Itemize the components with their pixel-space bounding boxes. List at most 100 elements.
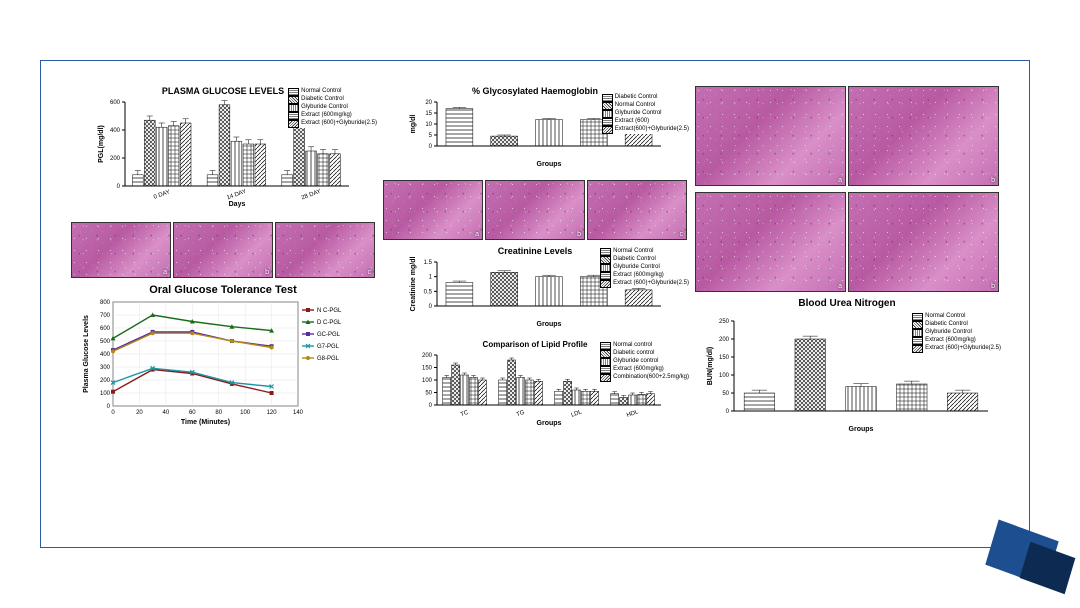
plasma-glucose-chart: PLASMA GLUCOSE LEVELS Normal ControlDiab… xyxy=(71,86,375,216)
histology-tile: b xyxy=(485,180,585,240)
svg-text:TG: TG xyxy=(516,410,526,419)
svg-text:TC: TC xyxy=(460,410,470,419)
svg-text:Creatinine mg/dl: Creatinine mg/dl xyxy=(410,257,417,312)
histology-tile: c xyxy=(275,222,375,278)
col1-histology-row: abc xyxy=(71,222,375,278)
histology-tile: b xyxy=(848,192,999,292)
svg-text:60: 60 xyxy=(189,410,196,416)
svg-text:BUN(mg/dl): BUN(mg/dl) xyxy=(707,347,714,386)
svg-text:15: 15 xyxy=(425,111,432,117)
svg-text:800: 800 xyxy=(100,300,111,306)
column-1: PLASMA GLUCOSE LEVELS Normal ControlDiab… xyxy=(71,86,375,522)
svg-text:LDL: LDL xyxy=(570,409,583,419)
creat-legend: Normal ControlDiabetic ControlGlyburide … xyxy=(600,248,689,288)
svg-text:N C-PGL: N C-PGL xyxy=(317,308,342,314)
svg-text:Groups: Groups xyxy=(849,426,874,433)
corner-decoration xyxy=(980,518,1070,588)
svg-text:0: 0 xyxy=(111,410,115,416)
svg-text:500: 500 xyxy=(100,339,111,345)
svg-text:100: 100 xyxy=(422,378,433,384)
svg-text:20: 20 xyxy=(425,100,432,106)
svg-text:400: 400 xyxy=(100,352,111,358)
svg-text:20: 20 xyxy=(136,410,143,416)
svg-text:50: 50 xyxy=(425,391,432,397)
ogtt-chart: Oral Glucose Tolerance Test 010020030040… xyxy=(71,284,375,522)
histology-tile: a xyxy=(695,192,846,292)
svg-text:140: 140 xyxy=(293,410,304,416)
svg-text:150: 150 xyxy=(422,366,433,372)
svg-text:0: 0 xyxy=(429,144,433,150)
bottom-right-histology: ab xyxy=(695,192,999,292)
creatinine-chart: Creatinine Levels Normal ControlDiabetic… xyxy=(383,246,687,334)
deco-shape-2 xyxy=(1020,542,1076,594)
svg-text:600: 600 xyxy=(110,100,121,106)
svg-text:80: 80 xyxy=(215,410,222,416)
svg-text:HDL: HDL xyxy=(626,409,640,419)
svg-text:600: 600 xyxy=(100,326,111,332)
svg-text:100: 100 xyxy=(719,373,730,379)
plasma-legend: Normal ControlDiabetic ControlGlyburide … xyxy=(288,88,377,128)
histology-tile: a xyxy=(695,86,846,186)
svg-text:D C-PGL: D C-PGL xyxy=(317,320,342,326)
svg-text:Days: Days xyxy=(229,201,246,208)
svg-text:200: 200 xyxy=(100,378,111,384)
ogtt-svg: 0 100 200 300 400 500 600 700 800 0 20 40 60 80 100 120… xyxy=(71,296,375,426)
svg-text:400: 400 xyxy=(110,128,121,134)
svg-text:100: 100 xyxy=(240,410,251,416)
histology-tile: c xyxy=(587,180,687,240)
bun-title: Blood Urea Nitrogen xyxy=(695,298,999,309)
lipid-legend: Normal controlDiabetic controlGlyburide … xyxy=(600,342,689,382)
svg-text:Groups: Groups xyxy=(537,420,562,427)
column-2: % Glycosylated Haemoglobin Diabetic Cont… xyxy=(383,86,687,522)
column-3: ab ab Blood Urea Nitrogen Normal Control… xyxy=(695,86,999,522)
mid-histology-row: abc xyxy=(383,180,687,240)
histology-tile: a xyxy=(71,222,171,278)
svg-text:5: 5 xyxy=(429,133,433,139)
svg-text:700: 700 xyxy=(100,313,111,319)
svg-text:10: 10 xyxy=(425,122,432,128)
svg-text:50: 50 xyxy=(722,391,729,397)
lipid-chart: Comparison of Lipid Profile Normal contr… xyxy=(383,340,687,522)
svg-text:Groups: Groups xyxy=(537,161,562,168)
svg-text:200: 200 xyxy=(719,337,730,343)
svg-text:1: 1 xyxy=(429,275,433,281)
ogtt-title: Oral Glucose Tolerance Test xyxy=(71,284,375,296)
slide: PLASMA GLUCOSE LEVELS Normal ControlDiab… xyxy=(0,0,1080,608)
histology-tile: b xyxy=(848,86,999,186)
bun-legend: Normal ControlDiabetic ControlGlyburide … xyxy=(912,313,1001,353)
svg-text:G7-PGL: G7-PGL xyxy=(317,344,340,350)
svg-text:120: 120 xyxy=(267,410,278,416)
svg-text:G8-PGL: G8-PGL xyxy=(317,356,340,362)
glyco-chart: % Glycosylated Haemoglobin Diabetic Cont… xyxy=(383,86,687,174)
svg-text:100: 100 xyxy=(100,391,111,397)
svg-text:0.5: 0.5 xyxy=(424,289,433,295)
svg-text:0: 0 xyxy=(726,409,730,415)
histology-tile: a xyxy=(383,180,483,240)
svg-text:250: 250 xyxy=(719,319,730,325)
svg-text:Groups: Groups xyxy=(537,321,562,328)
svg-text:PGL(mg/dl): PGL(mg/dl) xyxy=(98,125,105,163)
svg-text:1.5: 1.5 xyxy=(424,260,433,266)
svg-text:200: 200 xyxy=(110,156,121,162)
svg-text:Plasma Glucose Levels: Plasma Glucose Levels xyxy=(83,315,90,393)
svg-text:40: 40 xyxy=(163,410,170,416)
svg-text:mg/dl: mg/dl xyxy=(410,115,417,134)
svg-text:300: 300 xyxy=(100,365,111,371)
figure-grid: PLASMA GLUCOSE LEVELS Normal ControlDiab… xyxy=(71,86,999,522)
histology-tile: b xyxy=(173,222,273,278)
svg-text:GC-PGL: GC-PGL xyxy=(317,332,341,338)
top-right-histology: ab xyxy=(695,86,999,186)
svg-text:0: 0 xyxy=(429,304,433,310)
svg-text:0: 0 xyxy=(117,184,121,190)
figure-frame: PLASMA GLUCOSE LEVELS Normal ControlDiab… xyxy=(40,60,1030,548)
svg-text:0: 0 xyxy=(429,403,433,409)
svg-text:0 DAY: 0 DAY xyxy=(153,189,171,200)
svg-text:Time (Minutes): Time (Minutes) xyxy=(181,419,230,426)
glyco-legend: Diabetic ControlNormal ControlGlyburide … xyxy=(602,94,689,134)
svg-text:150: 150 xyxy=(719,355,730,361)
svg-text:14 DAY: 14 DAY xyxy=(226,189,247,202)
svg-text:28 DAY: 28 DAY xyxy=(301,189,322,202)
svg-text:0: 0 xyxy=(107,404,111,410)
svg-text:200: 200 xyxy=(422,353,433,359)
bun-chart: Normal ControlDiabetic ControlGlyburide … xyxy=(695,315,999,522)
